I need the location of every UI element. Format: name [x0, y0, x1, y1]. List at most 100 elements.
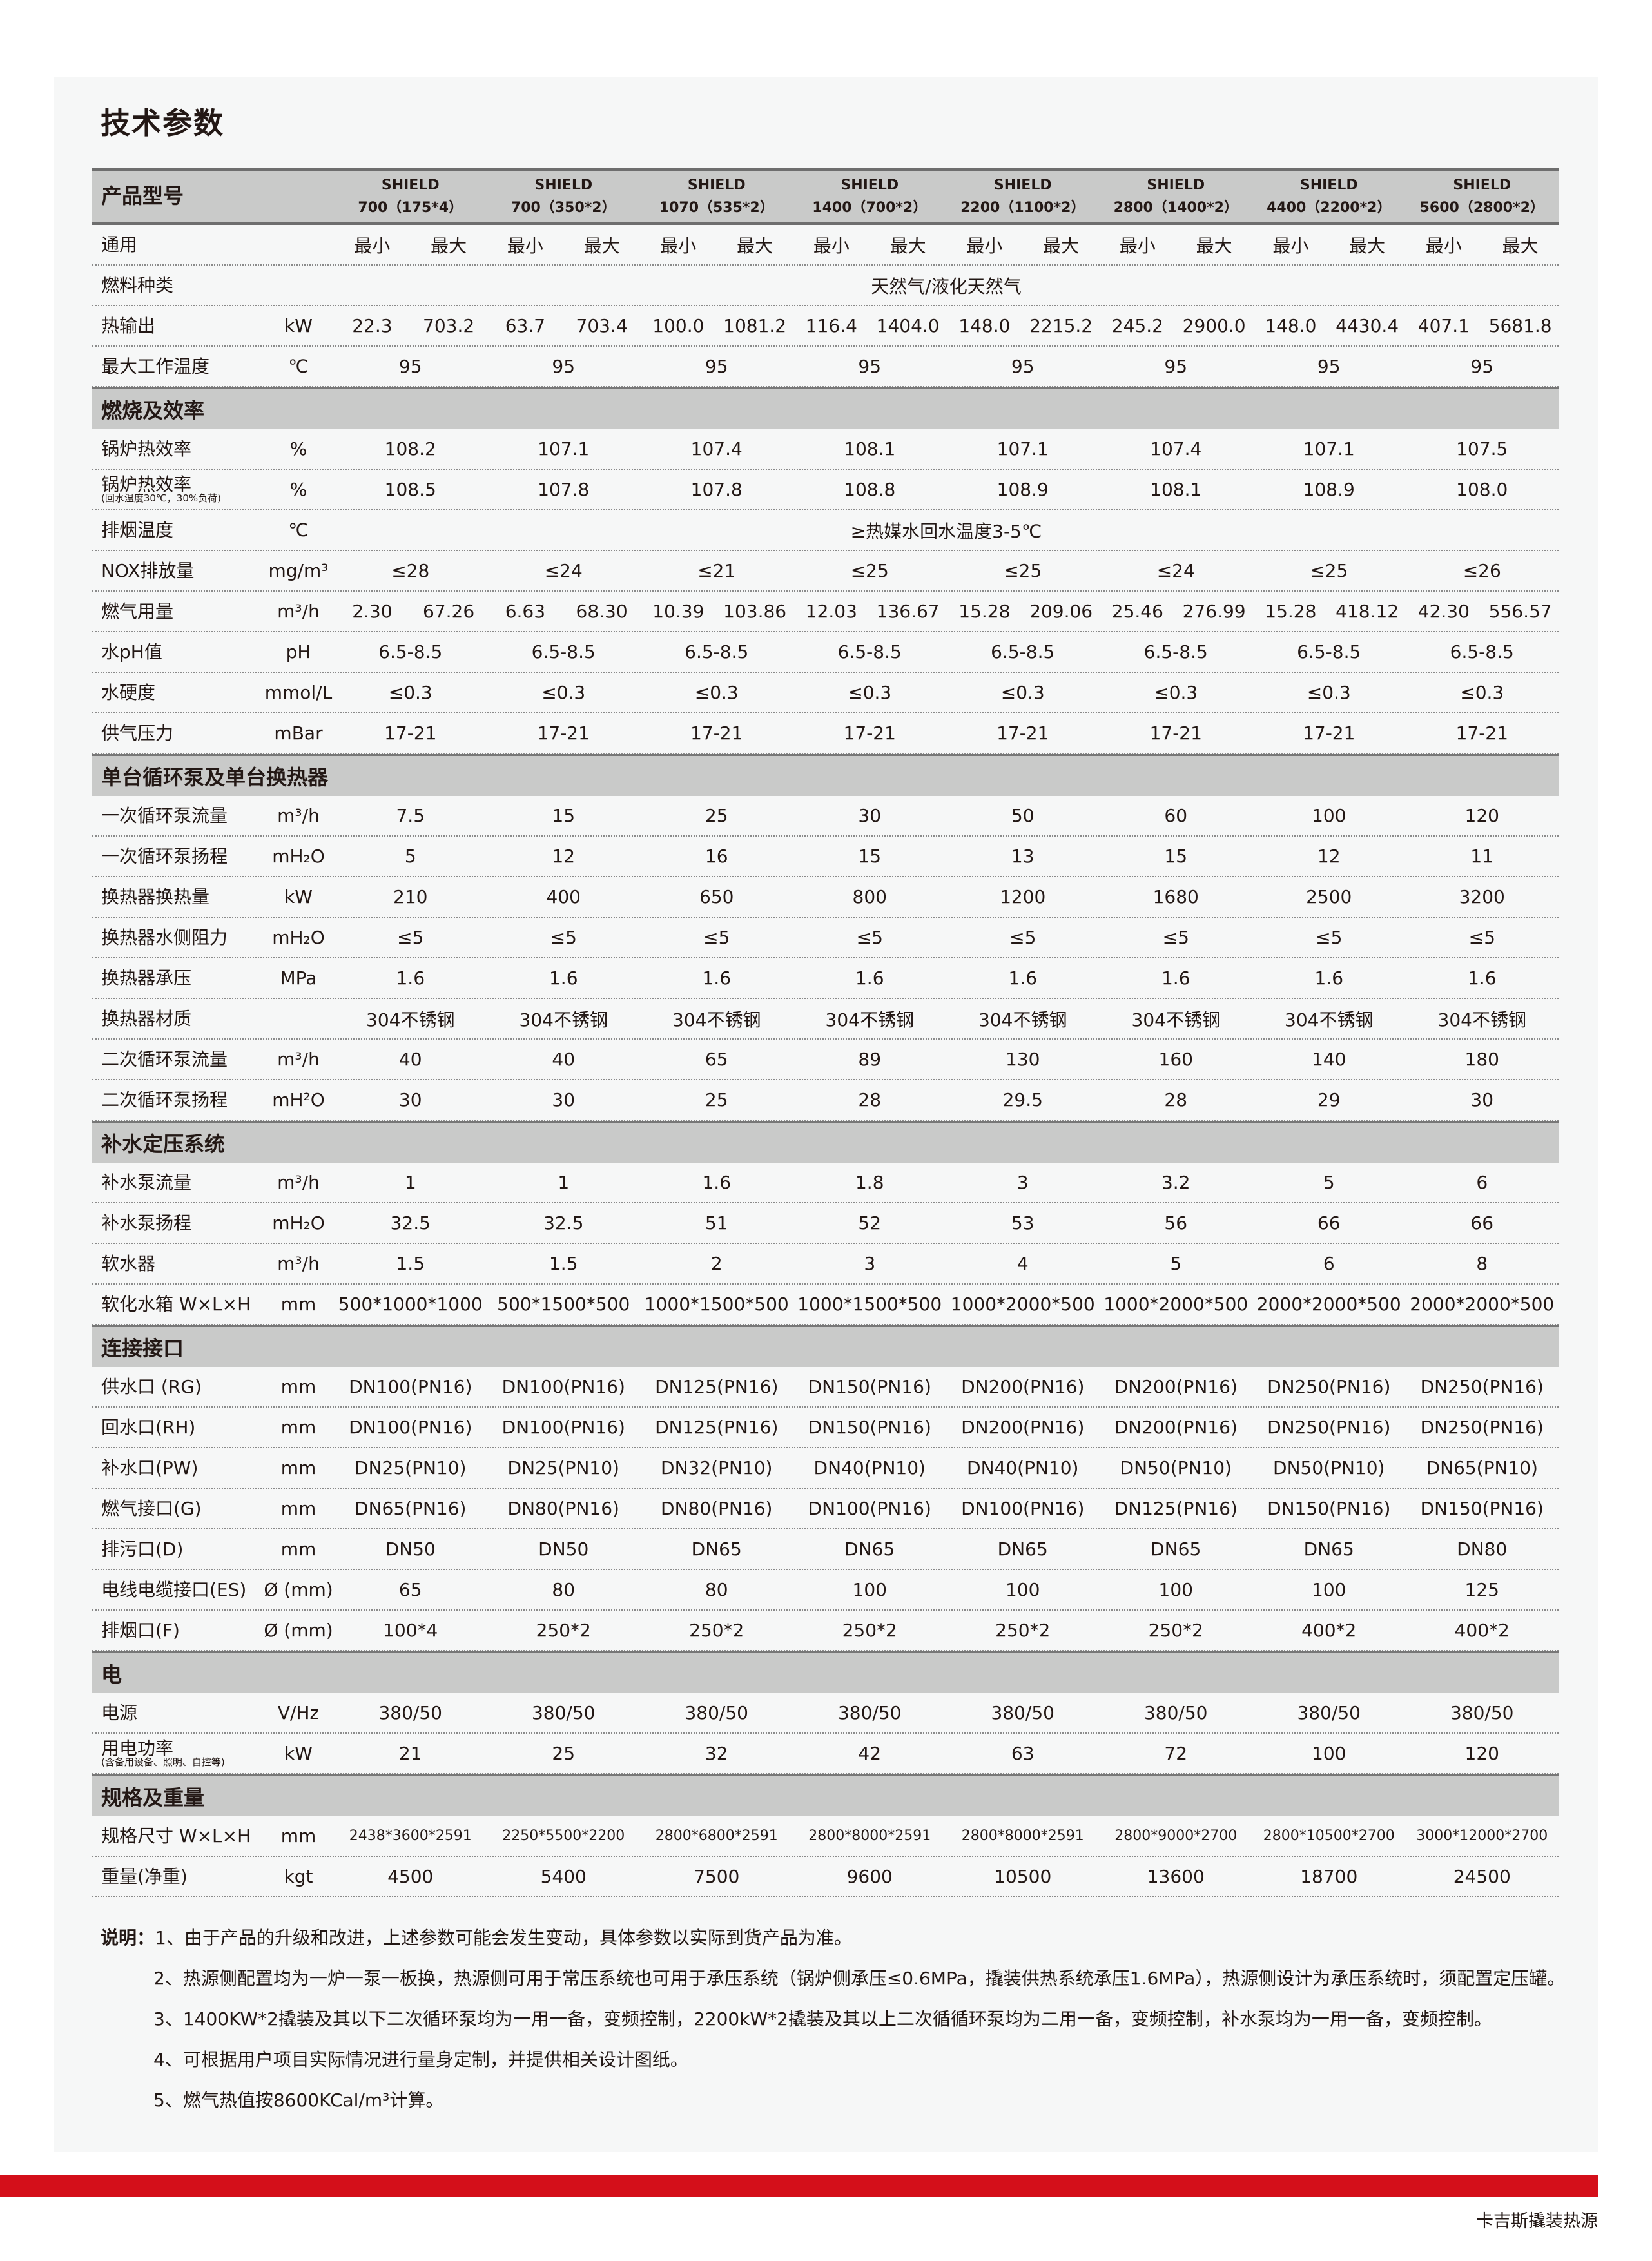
row-value: 3000*12000*2700: [1416, 1828, 1548, 1844]
row-value: 6: [1476, 1172, 1488, 1193]
row-value: 95: [705, 356, 728, 377]
table-row: 排烟口(F) Ø (mm) 100*4 250*2 250*2 250*2 250*2 250…: [92, 1611, 1559, 1651]
row-value: 1000*1500*500: [644, 1294, 789, 1315]
row-value: 25: [552, 1743, 576, 1764]
table-row: 换热器承压 MPa 1.6 1.6 1.6 1.6 1.6 1.6 1.6 1.6: [92, 958, 1559, 999]
row-label: 换热器材质: [92, 1009, 263, 1028]
row-label: 换热器换热量: [92, 888, 263, 906]
row-value: 17-21: [843, 723, 896, 744]
row-unit: kgt: [284, 1866, 313, 1887]
row-label-text: 规格尺寸 W×L×H: [101, 1825, 251, 1847]
row-unit: m³/h: [277, 805, 320, 826]
row-value: DN200(PN16): [961, 1376, 1085, 1397]
row-value: 12: [1317, 846, 1341, 867]
row-value: DN150(PN16): [808, 1417, 931, 1438]
row-value: 380/50: [837, 1702, 902, 1723]
row-label: 补水泵扬程: [92, 1214, 263, 1232]
row-value: ≤0.3: [1307, 682, 1351, 703]
row-label: 排烟口(F): [92, 1621, 263, 1640]
table-row: 换热器材质 304不锈钢 304不锈钢 304不锈钢 304不锈钢 304不锈钢 304不锈…: [92, 999, 1559, 1040]
value-max: 1081.2: [723, 315, 787, 336]
row-value: 32.5: [390, 1212, 431, 1234]
value-max: 2215.2: [1029, 315, 1093, 336]
row-unit: mH₂O: [272, 846, 325, 867]
row-value-pair: 最小 最大: [640, 232, 793, 258]
row-value: 17-21: [996, 723, 1049, 744]
row-unit: mm: [280, 1538, 316, 1560]
table-row: 一次循环泵扬程 mH₂O 5 12 16 15 13 15 12 11: [92, 837, 1559, 877]
row-value: 17-21: [384, 723, 437, 744]
row-value: 108.8: [844, 479, 896, 500]
row-value: 160: [1158, 1049, 1193, 1070]
row-label-text: 用电功率: [101, 1737, 174, 1759]
row-value: 1.6: [702, 1172, 732, 1193]
row-value: 13600: [1147, 1866, 1205, 1887]
value-min: 407.1: [1417, 315, 1470, 336]
row-value: 140: [1312, 1049, 1346, 1070]
row-value: 400*2: [1454, 1620, 1510, 1641]
row-unit: %: [289, 438, 307, 460]
row-unit: mm: [280, 1457, 316, 1479]
row-value: 650: [699, 886, 734, 907]
row-value: 1.6: [702, 967, 732, 989]
row-value: DN250(PN16): [1267, 1417, 1391, 1438]
row-label-text: 软水器: [101, 1252, 156, 1274]
table-row: 软水器 m³/h 1.5 1.5 2 3 4 5 6 8: [92, 1244, 1559, 1285]
row-value: 250*2: [689, 1620, 744, 1641]
row-label-text: 通用: [101, 233, 138, 255]
value-max: 最大: [1502, 235, 1539, 257]
table-row: 最大工作温度 ℃ 95 95 95 95 95 95 95 95: [92, 347, 1559, 387]
table-row: 回水口(RH) mm DN100(PN16) DN100(PN16) DN125(PN1…: [92, 1408, 1559, 1448]
spec-table: 产品型号 SHIELD 700（175*4） SHIELD 700（350*2） SHIE…: [92, 168, 1559, 1897]
row-value: 380/50: [1297, 1702, 1361, 1723]
row-value: 380/50: [1450, 1702, 1514, 1723]
row-value: DN200(PN16): [1114, 1417, 1238, 1438]
row-label-text: 二次循环泵扬程: [101, 1089, 228, 1111]
table-row: 排烟温度 ℃ ≥热媒水回水温度3-5℃: [92, 510, 1559, 551]
row-value: 1680: [1152, 886, 1199, 907]
model-capacity: 1070（535*2）: [659, 200, 774, 216]
row-value: DN100(PN16): [808, 1498, 931, 1519]
row-value: DN150(PN16): [1267, 1498, 1391, 1519]
row-value-pair: 最小 最大: [946, 232, 1100, 258]
row-label-text: 换热器承压: [101, 967, 192, 989]
row-value: 250*2: [995, 1620, 1051, 1641]
row-value-pair: 148.0 4430.4: [1252, 315, 1406, 336]
row-unit: kW: [284, 315, 313, 336]
row-value: 95: [1470, 356, 1494, 377]
row-value: 53: [1011, 1212, 1035, 1234]
row-value: 30: [398, 1089, 422, 1111]
row-value: 5: [404, 846, 416, 867]
row-label: 用电功率 (含备用设备、照明、自控等): [92, 1739, 263, 1768]
row-value: 95: [552, 356, 576, 377]
row-value: DN65: [691, 1538, 742, 1560]
row-value: ≤0.3: [1460, 682, 1504, 703]
row-label: 换热器承压: [92, 969, 263, 987]
table-row: 供气压力 mBar 17-21 17-21 17-21 17-21 17-21 17-21 17…: [92, 713, 1559, 754]
value-min: 116.4: [805, 315, 857, 336]
row-value: DN40(PN10): [967, 1457, 1079, 1479]
row-unit: mH₂O: [272, 1212, 325, 1234]
row-value: DN200(PN16): [1114, 1376, 1238, 1397]
row-value: ≤0.3: [1154, 682, 1198, 703]
model-capacity: 2800（1400*2）: [1113, 200, 1238, 216]
row-value: 107.1: [996, 438, 1049, 460]
row-label: 一次循环泵流量: [92, 806, 263, 825]
row-value: DN125(PN16): [655, 1417, 779, 1438]
row-value: ≤0.3: [694, 682, 739, 703]
row-label: 一次循环泵扬程: [92, 847, 263, 866]
row-value: DN65(PN16): [355, 1498, 467, 1519]
row-value: ≤0.3: [1000, 682, 1045, 703]
row-value: 5: [1170, 1253, 1182, 1274]
row-value: 100: [1006, 1579, 1040, 1600]
page-title: 技术参数: [101, 106, 224, 141]
model-column-header: SHIELD 700（350*2）: [487, 174, 641, 219]
row-value: DN250(PN16): [1267, 1376, 1391, 1397]
row-value: 1: [404, 1172, 416, 1193]
row-value: 400: [546, 886, 581, 907]
row-value: 500*1000*1000: [338, 1294, 483, 1315]
row-label: 排污口(D): [92, 1540, 263, 1558]
row-value: 108.5: [384, 479, 436, 500]
header-label: 产品型号: [101, 184, 184, 209]
row-value: ≤28: [391, 560, 430, 581]
